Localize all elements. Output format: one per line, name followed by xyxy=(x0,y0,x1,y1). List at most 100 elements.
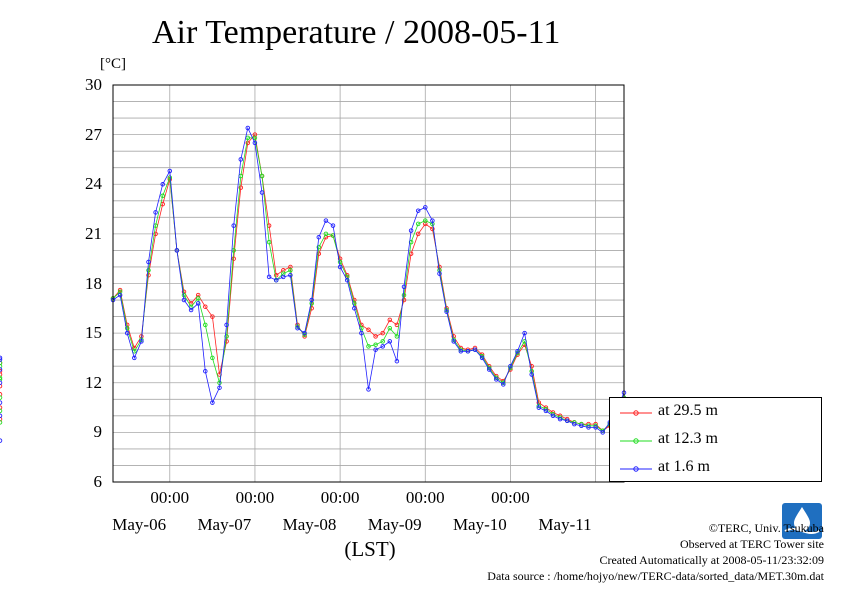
data-point xyxy=(423,205,428,210)
data-point xyxy=(224,334,229,339)
data-point xyxy=(408,228,414,233)
data-point xyxy=(124,330,130,336)
data-point xyxy=(458,349,464,354)
data-point xyxy=(600,430,605,435)
data-point xyxy=(153,210,158,215)
data-point xyxy=(0,355,3,361)
data-point xyxy=(522,330,527,336)
data-point xyxy=(210,355,215,361)
data-point xyxy=(387,317,393,323)
data-point xyxy=(536,405,542,410)
data-point xyxy=(0,416,3,422)
x-tick-label: 00:00 xyxy=(235,488,275,507)
data-point xyxy=(224,322,229,328)
data-point xyxy=(337,259,343,265)
series-layer xyxy=(0,125,627,443)
data-point xyxy=(231,223,236,228)
data-point xyxy=(0,400,3,405)
data-point xyxy=(266,274,272,280)
data-point xyxy=(245,140,251,146)
data-point xyxy=(181,292,187,298)
x-tick-label: 00:00 xyxy=(320,488,360,507)
data-point xyxy=(344,277,350,283)
data-point xyxy=(494,377,499,382)
y-axis-unit: [°C] xyxy=(100,56,126,72)
data-point xyxy=(451,339,456,344)
data-point xyxy=(238,185,244,190)
date-label: May-08 xyxy=(282,515,337,534)
data-point xyxy=(0,368,3,374)
data-point xyxy=(423,218,428,223)
date-label: May-09 xyxy=(367,515,422,534)
data-point xyxy=(380,330,385,336)
data-point xyxy=(593,425,598,430)
data-source-path: Data source : /home/hojyo/new/TERC-data/… xyxy=(487,569,824,583)
data-point xyxy=(337,264,343,270)
data-point xyxy=(132,355,137,361)
y-tick-label: 18 xyxy=(85,273,102,293)
data-point xyxy=(231,256,236,261)
data-point xyxy=(146,268,151,273)
data-point xyxy=(0,367,3,372)
data-point xyxy=(273,272,279,278)
data-point xyxy=(472,347,478,352)
data-point xyxy=(557,416,563,422)
data-point xyxy=(266,239,272,245)
data-point xyxy=(437,271,442,276)
date-label: May-06 xyxy=(112,515,167,534)
data-point xyxy=(572,421,577,427)
data-point xyxy=(0,360,3,366)
data-point xyxy=(401,292,407,298)
data-point xyxy=(203,304,208,309)
data-point xyxy=(373,342,378,347)
data-point xyxy=(309,297,314,303)
data-point xyxy=(501,382,506,387)
data-point xyxy=(394,358,400,364)
data-point xyxy=(359,330,364,336)
data-point xyxy=(0,377,3,382)
data-point xyxy=(366,344,371,349)
data-point xyxy=(252,140,258,146)
data-point xyxy=(0,420,3,425)
grid-lines xyxy=(113,85,624,482)
data-point xyxy=(252,135,258,141)
data-point xyxy=(160,182,165,187)
data-point xyxy=(188,307,194,313)
data-point xyxy=(288,272,293,278)
x-tick-label: 00:00 xyxy=(405,488,445,507)
date-label: May-07 xyxy=(197,515,252,534)
data-point xyxy=(210,314,215,319)
data-point xyxy=(515,349,520,354)
data-point xyxy=(245,125,251,131)
data-point xyxy=(401,297,407,303)
data-point xyxy=(295,325,300,331)
data-point xyxy=(330,223,336,228)
legend-marker-icon xyxy=(620,438,652,444)
data-point xyxy=(444,309,449,314)
data-point xyxy=(117,292,123,298)
data-point xyxy=(195,301,201,306)
data-point xyxy=(380,339,385,344)
data-point xyxy=(586,425,591,430)
data-point xyxy=(316,244,322,250)
data-point xyxy=(430,218,435,223)
data-point xyxy=(195,296,201,301)
data-point xyxy=(238,157,244,162)
legend-label: at 12.3 m xyxy=(658,430,718,447)
data-point xyxy=(203,322,208,328)
credits: ©TERC, Univ. Tsukuba Observed at TERC To… xyxy=(487,520,824,584)
series-2 xyxy=(0,125,627,443)
data-point xyxy=(564,418,570,424)
data-point xyxy=(153,231,158,237)
legend-label: at 29.5 m xyxy=(658,402,718,419)
data-point xyxy=(0,392,3,397)
data-point xyxy=(543,408,549,414)
data-point xyxy=(323,231,329,237)
data-point xyxy=(259,173,265,179)
data-point xyxy=(387,325,393,331)
data-point xyxy=(486,367,492,372)
data-point xyxy=(0,405,3,410)
data-point xyxy=(394,334,400,339)
data-point xyxy=(281,274,286,280)
